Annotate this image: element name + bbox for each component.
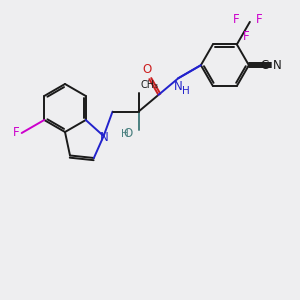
Text: H: H (182, 86, 190, 96)
Text: H: H (121, 129, 128, 139)
Text: CH₃: CH₃ (140, 80, 159, 90)
Text: N: N (273, 59, 282, 72)
Text: O: O (143, 63, 152, 76)
Text: F: F (243, 30, 249, 43)
Text: C: C (261, 59, 269, 72)
Text: O: O (123, 127, 133, 140)
Text: F: F (233, 14, 240, 26)
Text: F: F (13, 127, 20, 140)
Text: N: N (174, 80, 183, 93)
Text: F: F (256, 14, 262, 26)
Text: N: N (100, 130, 109, 144)
